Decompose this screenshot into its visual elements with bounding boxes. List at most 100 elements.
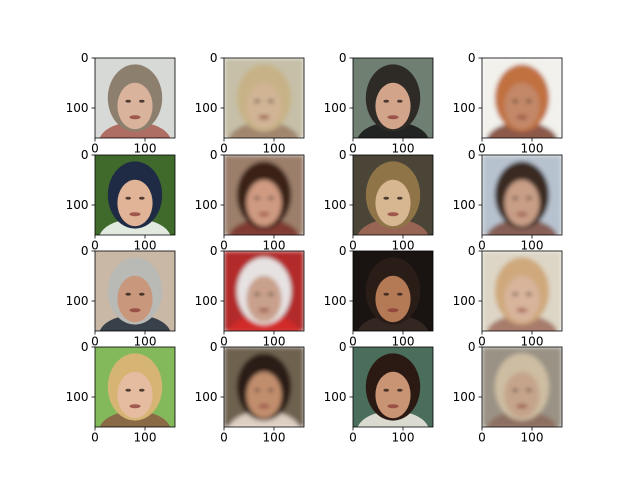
face-image (482, 251, 562, 331)
image-panel: 0 100 0 100 (66, 148, 176, 253)
eye (526, 196, 532, 200)
eye (397, 388, 403, 392)
eye (383, 292, 390, 296)
y-tick-label: 100 (453, 101, 476, 115)
face (504, 179, 540, 227)
x-tick-label: 0 (91, 239, 99, 253)
x-tick-label: 0 (349, 335, 357, 349)
mouth (387, 308, 399, 313)
eye (125, 99, 131, 103)
y-tick-label: 0 (210, 340, 218, 354)
mouth (516, 212, 528, 217)
axes-frame (352, 57, 434, 139)
mouth (387, 404, 399, 409)
eye (125, 196, 131, 200)
face (117, 371, 153, 419)
mouth (516, 404, 528, 409)
x-tick-label: 100 (521, 431, 544, 445)
x-tick-label: 100 (134, 142, 157, 156)
face-image (224, 251, 304, 331)
axes-frame (223, 57, 305, 139)
mouth (129, 308, 141, 313)
x-tick-label: 100 (521, 335, 544, 349)
image-grid: 0 100 0 100 0 100 0 100 0 100 0 100 0 100 0 100 0 100 0 100… (66, 51, 563, 445)
mouth (258, 404, 270, 409)
y-tick-label: 0 (468, 51, 476, 65)
x-tick-label: 100 (392, 239, 415, 253)
y-tick-label: 0 (468, 340, 476, 354)
y-tick-label: 0 (81, 340, 89, 354)
face-image (482, 58, 562, 138)
eye (254, 99, 260, 103)
x-tick-label: 0 (349, 239, 357, 253)
axes-frame (481, 250, 563, 332)
eye (139, 388, 145, 392)
face (375, 275, 411, 323)
face-image (224, 155, 304, 235)
image-panel: 0 100 0 100 (324, 148, 434, 253)
eye (383, 196, 390, 200)
axes-frame (94, 346, 176, 428)
eye (268, 388, 274, 392)
axes-frame (223, 250, 305, 332)
y-tick-label: 0 (339, 340, 347, 354)
x-tick-label: 100 (263, 142, 286, 156)
x-tick-label: 100 (263, 239, 286, 253)
y-tick-label: 100 (324, 198, 347, 212)
y-tick-label: 100 (453, 198, 476, 212)
eye (512, 196, 518, 200)
image-panel: 0 100 0 100 (324, 244, 434, 349)
image-panel: 0 100 0 100 (324, 51, 434, 156)
x-tick-label: 100 (521, 239, 544, 253)
eye (254, 292, 260, 296)
image-panel: 0 100 0 100 (195, 148, 305, 253)
image-panel: 0 100 0 100 (66, 51, 176, 156)
x-tick-label: 100 (134, 431, 157, 445)
eye (139, 99, 145, 103)
x-tick-label: 100 (134, 335, 157, 349)
face (117, 82, 153, 130)
y-tick-label: 100 (195, 101, 218, 115)
face-image (353, 58, 433, 138)
y-tick-label: 100 (453, 390, 476, 404)
y-tick-label: 0 (81, 148, 89, 162)
y-tick-label: 100 (453, 294, 476, 308)
eye (125, 292, 131, 296)
eye (139, 292, 145, 296)
y-tick-label: 0 (81, 51, 89, 65)
x-tick-label: 0 (220, 239, 228, 253)
image-panel: 0 100 0 100 (453, 244, 563, 349)
mouth (258, 308, 270, 313)
face (246, 82, 282, 130)
face (375, 179, 411, 227)
axes-frame (352, 346, 434, 428)
y-tick-label: 0 (210, 148, 218, 162)
axes-frame (352, 154, 434, 236)
eye (254, 388, 260, 392)
eye (268, 196, 274, 200)
eye (268, 292, 274, 296)
face (246, 275, 282, 323)
axes-frame (94, 57, 176, 139)
y-tick-label: 100 (66, 390, 89, 404)
x-tick-label: 0 (91, 431, 99, 445)
mouth (387, 212, 399, 217)
face (504, 371, 540, 419)
x-tick-label: 0 (220, 142, 228, 156)
eye (526, 388, 532, 392)
x-tick-label: 0 (91, 142, 99, 156)
face (246, 179, 282, 227)
face (117, 179, 153, 227)
eye (512, 388, 518, 392)
y-tick-label: 0 (468, 244, 476, 258)
y-tick-label: 0 (210, 244, 218, 258)
face-image (95, 155, 175, 235)
face (375, 82, 411, 130)
axes-frame (223, 346, 305, 428)
y-tick-label: 100 (324, 101, 347, 115)
x-tick-label: 0 (478, 142, 486, 156)
face-image (353, 251, 433, 331)
y-tick-label: 100 (195, 294, 218, 308)
mouth (129, 115, 141, 120)
